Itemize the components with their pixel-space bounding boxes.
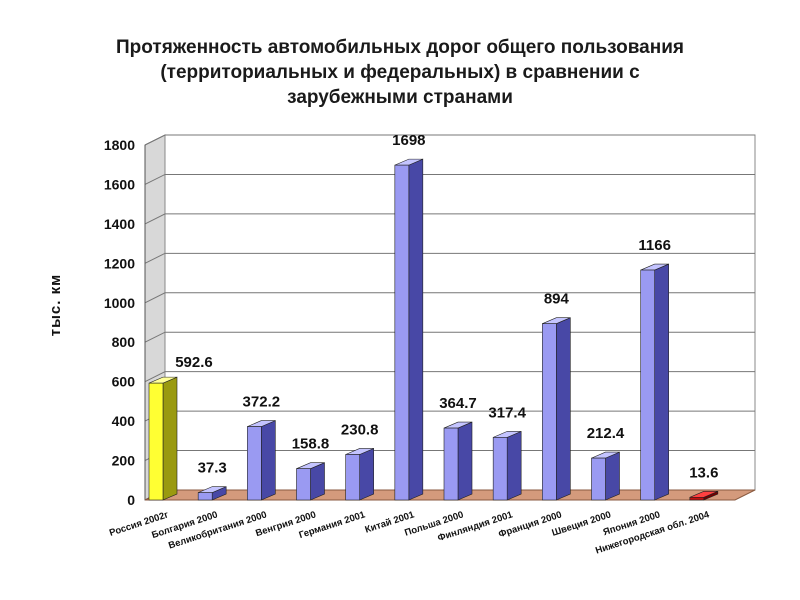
bar-4 <box>345 448 374 501</box>
gridline-1800 <box>144 134 755 146</box>
chart-title-line-2: (территориальных и федеральных) в сравне… <box>160 62 640 83</box>
bar-front-3 <box>296 468 311 501</box>
y-tick-600: 600 <box>112 374 136 390</box>
data-label-3: 158.8 <box>292 436 330 453</box>
y-tick-1200: 1200 <box>104 255 135 271</box>
y-tick-0: 0 <box>127 492 135 508</box>
bar-side-4 <box>359 448 374 501</box>
bar-side-10 <box>654 263 669 501</box>
gridline-1000 <box>144 292 755 304</box>
bar-side-2 <box>261 420 276 501</box>
gridline-1400 <box>144 213 755 225</box>
bar-front-10 <box>640 269 655 501</box>
bar-front-11 <box>689 497 705 501</box>
bar-11 <box>689 490 719 501</box>
gridline-1200 <box>144 252 755 264</box>
bar-1 <box>197 486 227 501</box>
bar-front-1 <box>197 492 213 501</box>
data-label-9: 212.4 <box>587 425 625 442</box>
y-tick-1000: 1000 <box>104 295 135 311</box>
data-label-4: 230.8 <box>341 421 379 438</box>
data-label-0: 592.6 <box>175 354 213 371</box>
y-tick-1800: 1800 <box>104 137 135 153</box>
bar-side-8 <box>556 317 571 501</box>
chart-title-line-3: зарубежными странами <box>287 87 513 108</box>
bar-front-8 <box>542 323 557 501</box>
bar-side-6 <box>457 421 473 501</box>
bar-side-3 <box>310 462 325 501</box>
bar-9 <box>591 451 620 501</box>
bar-front-6 <box>443 427 459 501</box>
bar-7 <box>492 430 522 501</box>
data-label-1: 37.3 <box>198 460 227 477</box>
chart-bars <box>148 158 719 501</box>
bar-front-0 <box>148 382 164 501</box>
bar-8 <box>542 317 571 501</box>
data-label-8: 894 <box>544 291 570 308</box>
bar-2 <box>247 420 276 501</box>
y-axis-label: тыс. км <box>47 274 64 336</box>
bar-side-9 <box>605 451 620 501</box>
data-label-5: 1698 <box>392 132 425 149</box>
bar-front-2 <box>247 426 262 501</box>
bar-front-7 <box>492 437 508 501</box>
bar-front-5 <box>394 164 410 501</box>
bar-front-4 <box>345 454 360 501</box>
bar-10 <box>640 263 669 501</box>
bar-3 <box>296 462 325 501</box>
bar-side-5 <box>408 158 424 501</box>
data-labels: 592.6 37.3 372.2 158.8 230.8 1698 364.7 317.4 89… <box>175 132 718 481</box>
bar-6 <box>443 421 473 501</box>
bar-front-9 <box>591 457 606 501</box>
y-tick-labels: 0 200 400 600 800 1000 1200 1400 1600 1800 <box>104 137 135 508</box>
data-label-10: 1166 <box>638 237 671 254</box>
y-tick-1600: 1600 <box>104 176 135 192</box>
bar-side-7 <box>506 430 522 501</box>
data-label-6: 364.7 <box>439 395 477 412</box>
chart-title: Протяженность автомобильных дорог общего… <box>20 35 780 110</box>
bar-0 <box>148 376 178 501</box>
data-label-11: 13.6 <box>689 464 718 481</box>
y-tick-200: 200 <box>112 453 136 469</box>
bar-5 <box>394 158 424 501</box>
bar-side-0 <box>162 376 178 501</box>
y-tick-1400: 1400 <box>104 216 135 232</box>
y-tick-400: 400 <box>112 413 136 429</box>
data-label-7: 317.4 <box>488 404 526 421</box>
chart-title-line-1: Протяженность автомобильных дорог общего… <box>116 37 684 58</box>
y-tick-800: 800 <box>112 334 136 350</box>
gridline-1600 <box>144 173 755 185</box>
data-label-2: 372.2 <box>243 394 281 411</box>
